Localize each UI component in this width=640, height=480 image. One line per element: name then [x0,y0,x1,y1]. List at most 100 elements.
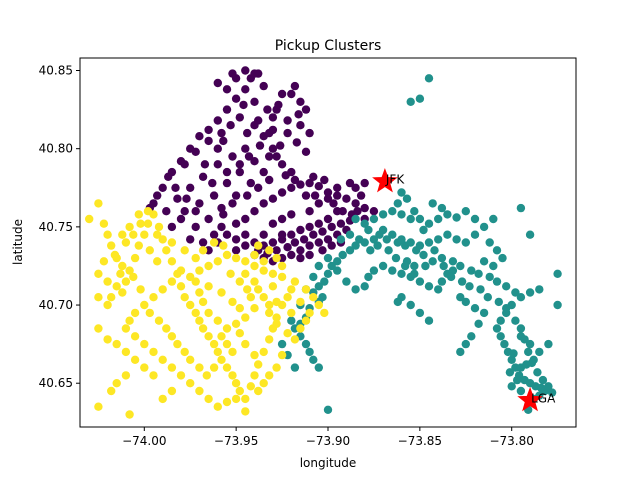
data-point [94,199,103,208]
data-point [103,230,112,239]
data-point [290,363,300,372]
data-point [140,300,149,310]
data-point [213,316,222,325]
y-axis-label: latitude [11,219,25,265]
data-point [204,261,213,271]
data-point [121,238,131,247]
data-point [259,266,268,275]
data-point [219,241,228,250]
data-point [283,329,292,338]
data-point [333,191,342,200]
data-point [94,293,103,302]
data-point [309,272,318,282]
data-point [200,160,210,169]
data-point [222,85,232,94]
data-point [301,191,311,200]
data-point [439,261,448,271]
data-point [397,210,406,219]
data-point [195,199,204,208]
data-point [235,386,244,396]
data-point [305,128,314,138]
data-point [272,253,281,263]
data-point [415,277,425,286]
data-point [213,257,222,266]
data-point [397,188,406,197]
data-point [547,388,557,397]
data-point [250,371,259,380]
data-point [364,272,373,282]
x-tick-label: −73.80 [489,434,533,448]
data-point [323,253,333,263]
data-point [153,230,162,239]
data-point [195,132,204,141]
data-point [320,175,329,185]
data-point [489,261,498,271]
data-point [498,253,507,263]
data-point [456,261,465,271]
data-point [397,235,406,244]
data-point [287,89,296,99]
data-point [217,332,226,341]
data-point [241,313,250,322]
data-point [366,246,375,255]
data-point [222,105,232,114]
data-point [329,199,338,208]
data-point [277,188,287,197]
data-point [176,371,186,380]
data-point [301,316,311,325]
data-point [342,277,351,286]
data-point [228,199,237,208]
data-point [467,266,476,275]
data-point [231,379,241,388]
data-point [129,272,138,282]
annotation-label: LGA [531,391,556,405]
data-point [259,293,268,302]
data-point [125,266,134,275]
data-point [424,316,434,325]
data-point [513,375,522,385]
data-point [296,324,305,333]
data-point [191,253,200,263]
data-point [356,191,366,200]
data-point [505,368,515,377]
data-point [479,222,489,232]
data-point [136,285,145,294]
data-point [382,235,391,244]
data-point [424,238,434,247]
data-point [290,238,300,247]
data-point [345,178,355,188]
data-point [452,235,461,244]
data-point [145,308,154,318]
data-point [202,371,211,380]
data-point [277,261,287,271]
data-point [333,266,342,275]
data-point [309,293,318,302]
data-point [333,183,342,192]
data-point [456,293,465,302]
data-point [502,304,511,313]
data-point [250,157,259,166]
data-point [213,402,222,411]
data-point [195,316,204,325]
data-point [290,335,300,344]
data-point [437,203,447,213]
data-point [243,191,252,200]
data-point [250,250,259,260]
data-point [272,297,281,307]
data-point [217,222,226,232]
y-tick-label: 40.75 [39,220,73,234]
data-point [143,207,153,216]
data-point [195,363,204,372]
data-point [336,219,346,228]
data-point [191,147,200,156]
y-tick-label: 40.65 [39,376,73,390]
data-point [149,293,158,302]
data-point [250,207,259,216]
data-point [265,152,274,161]
data-point [255,141,265,150]
data-point [162,207,171,216]
data-point [485,272,494,282]
data-point [241,407,250,416]
data-point [149,347,158,357]
data-point [327,222,336,232]
